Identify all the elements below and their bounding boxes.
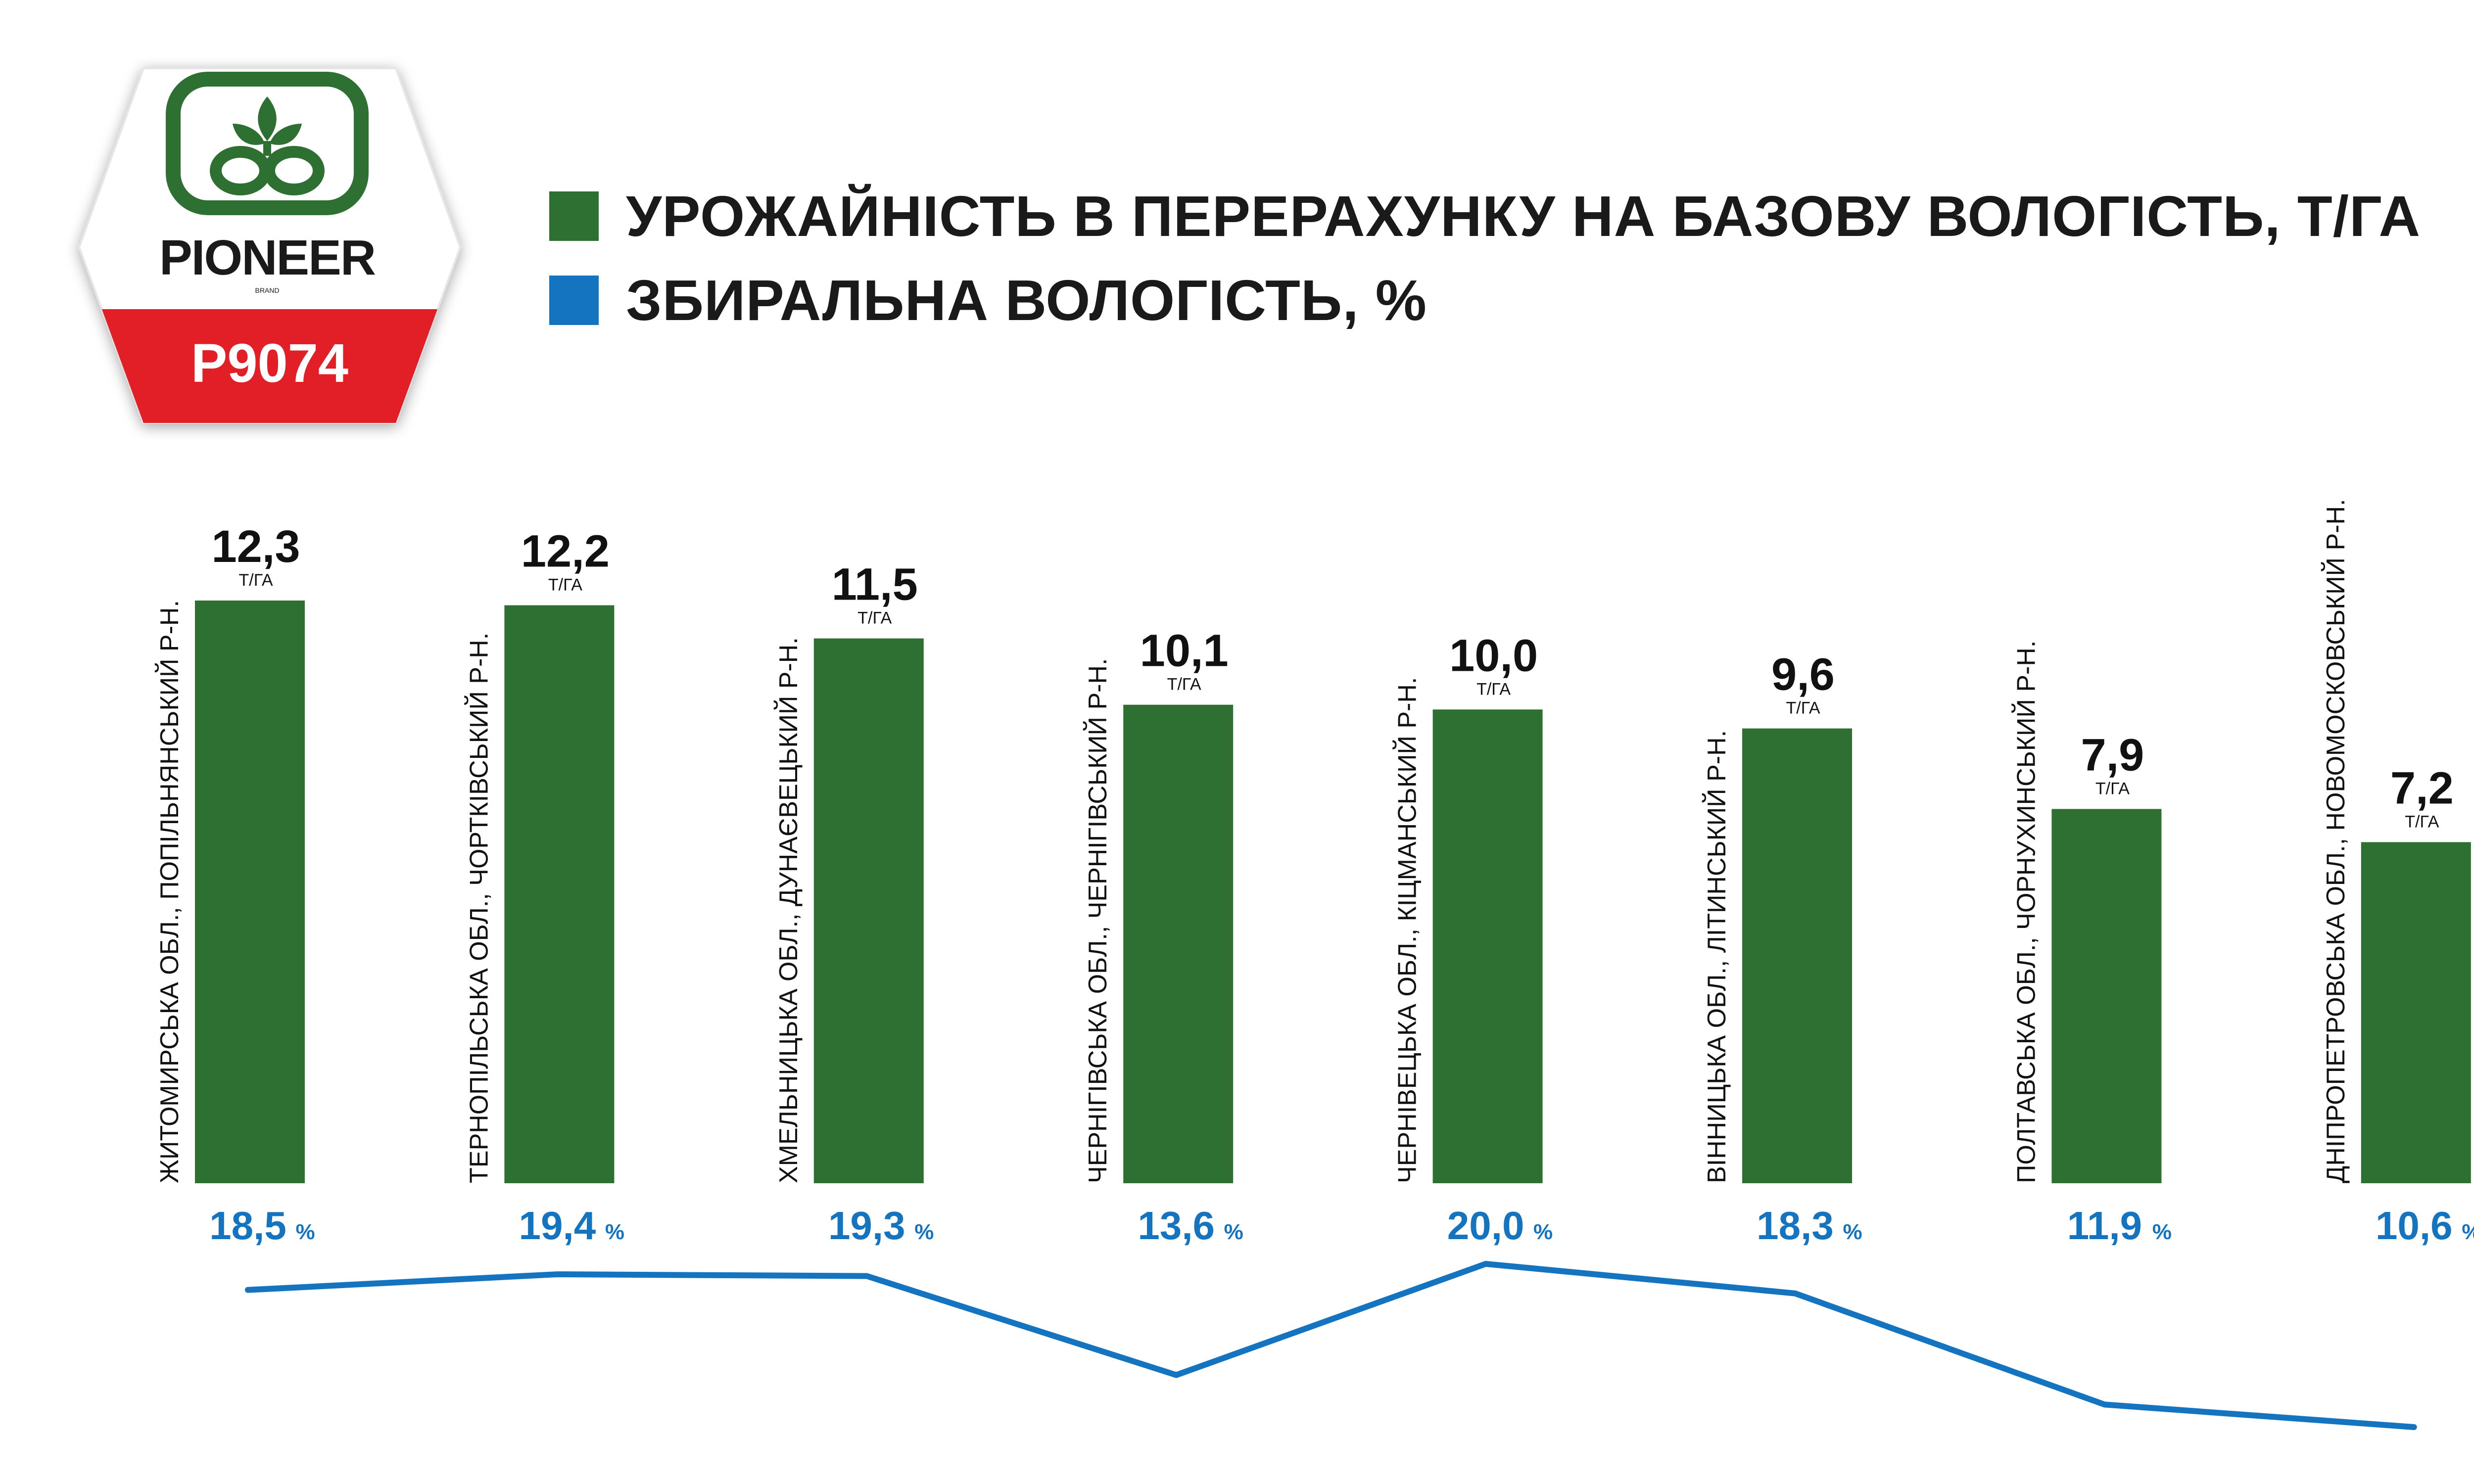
humidity-unit-label: % <box>1224 1220 1243 1244</box>
bar-unit-label: Т/ГА <box>857 609 892 628</box>
category-label: ТЕРНОПІЛЬСЬКА ОБЛ., ЧОРТКІВСЬКИЙ Р-Н. <box>464 633 493 1183</box>
humidity-value-label: 19,3 <box>828 1204 905 1248</box>
bar-unit-label: Т/ГА <box>1786 699 1820 718</box>
legend-swatch-humidity <box>549 276 599 325</box>
bar <box>1432 709 1543 1183</box>
product-code: P9074 <box>191 333 348 394</box>
humidity-unit-label: % <box>2152 1220 2172 1244</box>
category-label: ЖИТОМИРСЬКА ОБЛ., ПОПІЛЬНЯНСЬКИЙ Р-Н. <box>155 600 184 1183</box>
category-label: ЧЕРНІВЕЦЬКА ОБЛ., КІЦМАНСЬКИЙ Р-Н. <box>1393 677 1422 1183</box>
bar <box>2361 842 2471 1183</box>
legend-label-yield: УРОЖАЙНІСТЬ В ПЕРЕРАХУНКУ НА БАЗОВУ ВОЛО… <box>626 184 2421 248</box>
humidity-value-label: 10,6 <box>2376 1204 2453 1248</box>
category-label: ВІННИЦЬКА ОБЛ., ЛІТИНСЬКИЙ Р-Н. <box>1702 730 1731 1183</box>
category-label: ЧЕРНІГІВСЬКА ОБЛ., ЧЕРНІГІВСЬКИЙ Р-Н. <box>1083 658 1112 1183</box>
humidity-unit-label: % <box>1533 1220 1553 1244</box>
humidity-value-label: 11,9 <box>2067 1204 2142 1248</box>
logo-red-band <box>79 309 460 423</box>
humidity-value-label: 13,6 <box>1138 1204 1215 1248</box>
bar <box>1742 728 1852 1183</box>
bar-value-label: 10,0 <box>1449 630 1538 681</box>
bar <box>2051 809 2162 1183</box>
category-label: ДНІПРОПЕТРОВСЬКА ОБЛ., НОВОМОСКОВСЬКИЙ Р… <box>2321 499 2350 1183</box>
humidity-unit-label: % <box>2462 1220 2474 1244</box>
bar-unit-label: Т/ГА <box>2095 779 2130 798</box>
bar-unit-label: Т/ГА <box>548 576 582 595</box>
humidity-line <box>245 1261 2417 1430</box>
legend-swatch-yield <box>549 191 599 241</box>
bar-unit-label: Т/ГА <box>238 571 273 590</box>
category-label: ХМЕЛЬНИЦЬКА ОБЛ., ДУНАЄВЕЦЬКИЙ Р-Н. <box>774 637 803 1183</box>
legend-item-humidity: ЗБИРАЛЬНА ВОЛОГІСТЬ, % <box>549 267 1427 333</box>
bar-value-label: 7,9 <box>2081 730 2144 780</box>
bar-unit-label: Т/ГА <box>1476 680 1511 698</box>
humidity-unit-label: % <box>1843 1220 1862 1244</box>
bar <box>1123 704 1234 1183</box>
humidity-unit-label: % <box>914 1220 934 1244</box>
plant-icon <box>210 96 325 195</box>
bar-value-label: 12,2 <box>521 526 610 577</box>
legend-label-humidity: ЗБИРАЛЬНА ВОЛОГІСТЬ, % <box>626 268 1427 332</box>
humidity-value-label: 20,0 <box>1447 1204 1524 1248</box>
brand-name: PIONEER <box>159 230 376 285</box>
legend-item-yield: УРОЖАЙНІСТЬ В ПЕРЕРАХУНКУ НА БАЗОВУ ВОЛО… <box>549 183 2421 249</box>
brand-sub: BRAND <box>255 286 279 294</box>
bar <box>813 638 924 1183</box>
pioneer-logo: PIONEER BRAND P9074 <box>78 67 461 424</box>
bar-value-label: 11,5 <box>832 559 918 610</box>
humidity-unit-label: % <box>295 1220 315 1244</box>
humidity-value-label: 19,4 <box>519 1204 596 1248</box>
humidity-value-label: 18,5 <box>209 1204 286 1248</box>
bar-value-label: 10,1 <box>1140 626 1229 676</box>
bar-value-label: 12,3 <box>211 521 300 572</box>
bar <box>504 605 615 1183</box>
bar <box>195 601 305 1183</box>
bar-unit-label: Т/ГА <box>1167 675 1201 694</box>
logo-emblem-frame <box>166 72 369 215</box>
humidity-value-label: 18,3 <box>1757 1204 1834 1248</box>
bar-value-label: 9,6 <box>1771 649 1835 700</box>
bar-unit-label: Т/ГА <box>2405 812 2439 831</box>
category-label: ПОЛТАВСЬКА ОБЛ., ЧОРНУХИНСЬКИЙ Р-Н. <box>2011 641 2041 1183</box>
bar-value-label: 7,2 <box>2390 763 2454 813</box>
humidity-unit-label: % <box>605 1220 624 1244</box>
